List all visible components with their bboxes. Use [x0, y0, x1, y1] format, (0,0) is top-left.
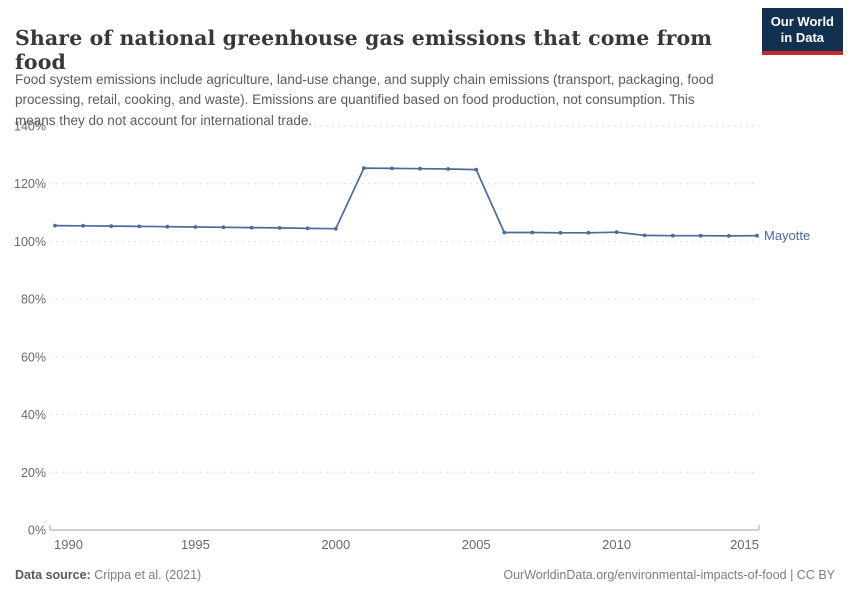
- data-point[interactable]: [333, 226, 338, 231]
- data-point[interactable]: [109, 224, 114, 229]
- data-point[interactable]: [670, 233, 675, 238]
- series-line-mayotte[interactable]: [54, 167, 758, 237]
- data-source-value: Crippa et al. (2021): [94, 568, 202, 582]
- attribution-link[interactable]: OurWorldinData.org/environmental-impacts…: [503, 568, 835, 582]
- data-point[interactable]: [390, 166, 394, 171]
- x-tick-label: 2005: [462, 537, 491, 552]
- chart-footer: Data source: Crippa et al. (2021) OurWor…: [15, 568, 835, 582]
- y-tick-label: 60%: [21, 350, 46, 364]
- data-point[interactable]: [418, 166, 422, 171]
- data-point[interactable]: [137, 224, 142, 229]
- data-point[interactable]: [193, 225, 198, 229]
- data-point[interactable]: [221, 225, 226, 230]
- data-point[interactable]: [446, 167, 450, 171]
- owid-logo-line1: Our World: [770, 14, 834, 29]
- x-tick-label: 2010: [602, 537, 631, 552]
- entity-label[interactable]: Mayotte: [764, 228, 810, 243]
- y-tick-label: 120%: [14, 177, 46, 191]
- data-point[interactable]: [642, 233, 647, 238]
- data-source-label: Data source:: [15, 568, 91, 582]
- data-point[interactable]: [81, 223, 85, 228]
- data-point[interactable]: [698, 233, 703, 238]
- y-tick-label: 100%: [14, 235, 46, 249]
- data-point[interactable]: [755, 233, 759, 238]
- y-tick-label: 20%: [21, 466, 46, 480]
- data-point[interactable]: [305, 226, 310, 231]
- y-tick-label: 40%: [21, 408, 46, 422]
- data-point[interactable]: [249, 225, 254, 230]
- data-point[interactable]: [558, 230, 563, 235]
- data-source: Data source: Crippa et al. (2021): [15, 568, 201, 582]
- x-tick-label: 1995: [181, 537, 210, 552]
- data-point[interactable]: [362, 166, 366, 171]
- y-tick-label: 0%: [28, 524, 46, 538]
- data-point[interactable]: [165, 224, 170, 229]
- owid-logo-line2: in Data: [780, 30, 825, 46]
- y-tick-label: 140%: [14, 120, 46, 134]
- x-tick-label: 2000: [321, 537, 350, 552]
- data-point[interactable]: [530, 230, 535, 235]
- data-point[interactable]: [727, 234, 731, 238]
- owid-logo[interactable]: Our World in Data: [761, 8, 843, 55]
- data-point[interactable]: [586, 230, 591, 235]
- chart-title: Share of national greenhouse gas emissio…: [15, 25, 713, 74]
- x-tick-label: 1990: [54, 537, 83, 552]
- data-point[interactable]: [53, 223, 57, 228]
- data-point[interactable]: [614, 230, 619, 235]
- data-point[interactable]: [502, 230, 507, 235]
- data-point[interactable]: [474, 167, 479, 172]
- chart-subtitle: Food system emissions include agricultur…: [15, 71, 714, 129]
- data-point[interactable]: [277, 226, 282, 230]
- x-tick-label: 2015: [730, 537, 759, 552]
- y-tick-label: 80%: [21, 293, 46, 307]
